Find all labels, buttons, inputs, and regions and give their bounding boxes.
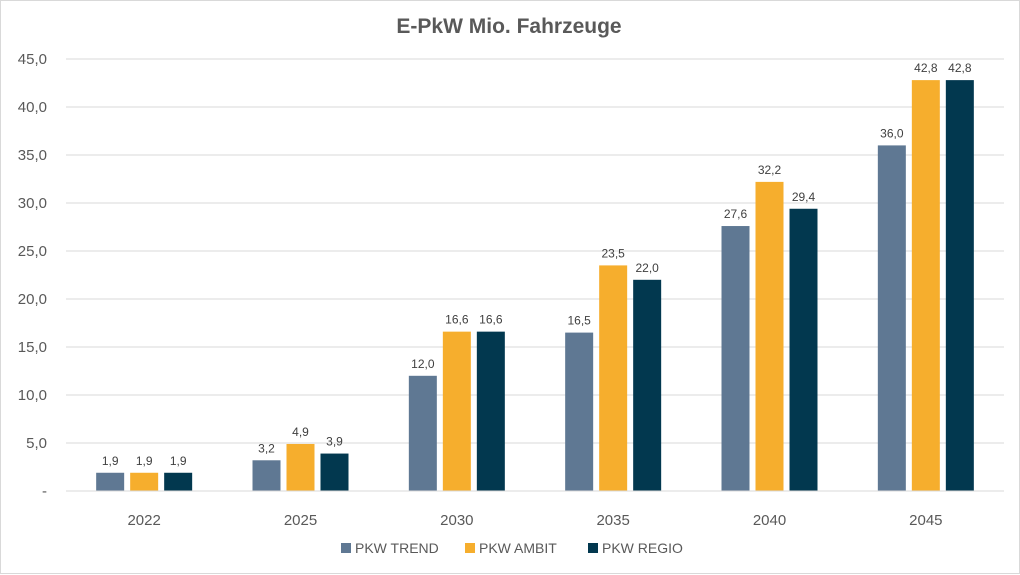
bar-pkw-trend: [96, 472, 125, 491]
y-tick-label: -: [42, 483, 47, 500]
data-label: 1,9: [170, 454, 187, 468]
gridlines: [66, 58, 1004, 492]
bar-pkw-ambit: [130, 472, 159, 491]
y-tick-label: 45,0: [18, 51, 47, 68]
x-tick-label: 2030: [440, 512, 473, 529]
data-label: 16,6: [479, 313, 503, 327]
bar-pkw-regio: [789, 208, 818, 491]
x-tick-label: 2022: [127, 512, 160, 529]
data-label: 27,6: [724, 207, 748, 221]
y-axis: - 5,0 10,0 15,0 20,0 25,0 30,0 35,0 40,0 45,0: [18, 51, 47, 500]
data-labels: 1,9 1,9 1,9 3,2 4,9 3,9 12,0 16,6 16,6 16,5 23,5 22…: [102, 61, 972, 468]
bar-pkw-regio: [164, 472, 193, 491]
data-label: 3,2: [258, 441, 275, 455]
bar-pkw-ambit: [442, 331, 471, 491]
bar-pkw-trend: [252, 460, 281, 491]
data-label: 42,8: [948, 61, 972, 75]
data-label: 4,9: [292, 425, 309, 439]
y-tick-label: 30,0: [18, 195, 47, 212]
y-tick-label: 35,0: [18, 147, 47, 164]
bar-pkw-ambit: [911, 80, 940, 492]
data-label: 29,4: [792, 190, 816, 204]
bars: [96, 80, 974, 492]
bar-pkw-regio: [476, 331, 505, 491]
data-label: 1,9: [102, 454, 119, 468]
y-tick-label: 25,0: [18, 243, 47, 260]
y-tick-label: 40,0: [18, 99, 47, 116]
bar-pkw-trend: [408, 375, 437, 491]
y-tick-label: 5,0: [26, 435, 47, 452]
data-label: 36,0: [880, 126, 904, 140]
bar-pkw-trend: [877, 145, 906, 491]
x-tick-label: 2040: [753, 512, 786, 529]
legend: PKW TREND PKW AMBIT PKW REGIO: [341, 540, 683, 556]
y-tick-label: 10,0: [18, 387, 47, 404]
x-tick-label: 2035: [596, 512, 629, 529]
data-label: 32,2: [758, 163, 782, 177]
bar-pkw-regio: [945, 80, 974, 492]
x-tick-label: 2025: [284, 512, 317, 529]
bar-pkw-ambit: [286, 443, 315, 491]
data-label: 16,6: [445, 313, 469, 327]
legend-swatch: [465, 543, 475, 553]
legend-label: PKW AMBIT: [479, 540, 557, 556]
data-label: 42,8: [914, 61, 938, 75]
legend-swatch: [341, 543, 351, 553]
bar-pkw-regio: [633, 279, 662, 491]
bar-pkw-regio: [320, 453, 349, 491]
bar-pkw-ambit: [599, 265, 628, 491]
data-label: 3,9: [326, 435, 343, 449]
legend-swatch: [588, 543, 598, 553]
x-tick-label: 2045: [909, 512, 942, 529]
data-label: 12,0: [411, 357, 435, 371]
data-label: 16,5: [567, 314, 591, 328]
data-label: 23,5: [601, 246, 625, 260]
data-label: 1,9: [136, 454, 153, 468]
bar-pkw-trend: [721, 226, 750, 492]
y-tick-label: 15,0: [18, 339, 47, 356]
bar-pkw-trend: [565, 332, 594, 491]
data-label: 22,0: [635, 261, 659, 275]
legend-label: PKW REGIO: [602, 540, 683, 556]
x-axis: 2022 2025 2030 2035 2040 2045: [66, 490, 1004, 529]
bar-pkw-ambit: [755, 181, 784, 491]
legend-label: PKW TREND: [355, 540, 439, 556]
chart-title: E-PkW Mio. Fahrzeuge: [396, 15, 621, 38]
y-tick-label: 20,0: [18, 291, 47, 308]
